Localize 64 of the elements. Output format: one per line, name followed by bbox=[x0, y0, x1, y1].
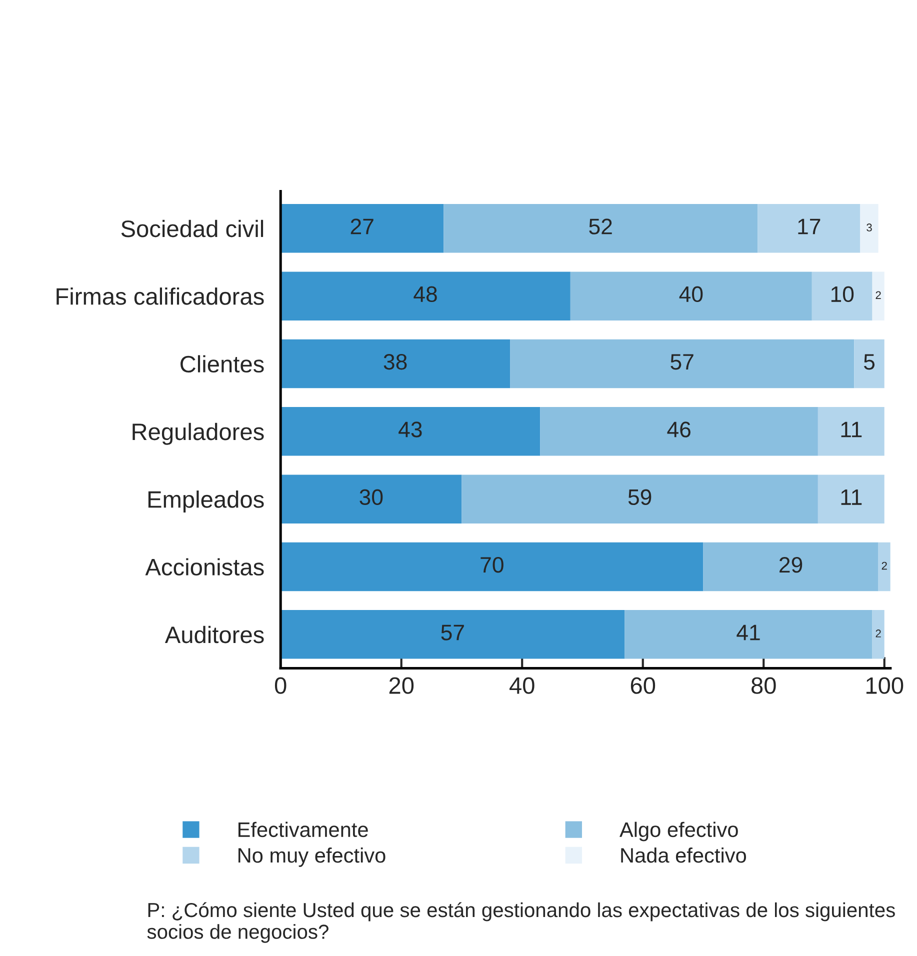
data-label: 5 bbox=[864, 354, 875, 370]
y-tick-label: Auditores bbox=[164, 626, 264, 644]
data-label: 59 bbox=[628, 489, 652, 506]
data-label: 2 bbox=[882, 562, 887, 570]
bar bbox=[624, 610, 872, 659]
data-label: 10 bbox=[831, 286, 854, 302]
data-label: 11 bbox=[841, 490, 862, 505]
bar bbox=[818, 474, 884, 524]
bar bbox=[280, 474, 462, 524]
text: P: ¿Cómo siente Usted que se están gestionando las expectativas de los siguientes socios de negocios? bbox=[147, 902, 895, 943]
data-label: 48 bbox=[414, 286, 437, 302]
data-label: 11 bbox=[841, 422, 862, 438]
data-label: 29 bbox=[780, 556, 802, 573]
y-tick-label: Accionistas bbox=[145, 558, 264, 576]
y-tick-label: Firmas calificadoras bbox=[56, 288, 264, 305]
y-tick-label: Clientes bbox=[180, 355, 264, 373]
bar bbox=[280, 610, 625, 659]
data-label: 27 bbox=[350, 218, 374, 234]
data-label: 40 bbox=[679, 286, 703, 302]
bar bbox=[280, 407, 540, 456]
bar bbox=[510, 339, 854, 388]
bar bbox=[818, 407, 884, 456]
bar bbox=[872, 272, 884, 320]
bar bbox=[703, 542, 878, 592]
bar bbox=[280, 204, 444, 253]
bar bbox=[860, 204, 878, 253]
data-label: 2 bbox=[876, 630, 881, 638]
x-tick-label: 20 bbox=[389, 677, 414, 694]
data-label: 46 bbox=[667, 422, 690, 438]
x-tick-label: 60 bbox=[630, 677, 656, 694]
x-tick-label: 0 bbox=[274, 677, 286, 694]
x-tick-label: 40 bbox=[510, 677, 534, 694]
x-tick-label: 100 bbox=[866, 677, 904, 694]
data-label: 2 bbox=[876, 291, 881, 299]
bar bbox=[280, 272, 570, 320]
bar bbox=[570, 272, 812, 320]
bar bbox=[280, 339, 510, 388]
data-label: 30 bbox=[360, 489, 383, 506]
data-label: 43 bbox=[398, 422, 422, 438]
data-label: 3 bbox=[866, 224, 872, 232]
data-label: 41 bbox=[736, 624, 760, 640]
x-tick-label: 80 bbox=[752, 677, 776, 694]
data-label: 38 bbox=[384, 354, 407, 370]
bar bbox=[812, 272, 872, 320]
bar bbox=[872, 610, 884, 659]
data-label: 57 bbox=[670, 354, 694, 370]
legend-label: Efectivamente bbox=[238, 822, 368, 838]
y-tick-label: Sociedad civil bbox=[121, 220, 264, 238]
bar bbox=[540, 407, 818, 456]
legend-label: Algo efectivo bbox=[620, 822, 738, 842]
bar bbox=[758, 204, 860, 253]
bar bbox=[444, 204, 758, 253]
bar bbox=[462, 474, 818, 524]
legend-label: Nada efectivo bbox=[621, 847, 746, 863]
legend-label: No muy efectivo bbox=[238, 847, 386, 867]
data-label: 70 bbox=[480, 556, 504, 573]
y-tick-label: Reguladores bbox=[132, 422, 264, 445]
data-label: 52 bbox=[589, 218, 612, 234]
data-label: 57 bbox=[441, 624, 464, 640]
data-label: 17 bbox=[798, 218, 820, 234]
bar bbox=[854, 339, 884, 388]
bar bbox=[280, 542, 704, 592]
bar bbox=[878, 542, 890, 592]
y-tick-label: Empleados bbox=[148, 490, 264, 513]
